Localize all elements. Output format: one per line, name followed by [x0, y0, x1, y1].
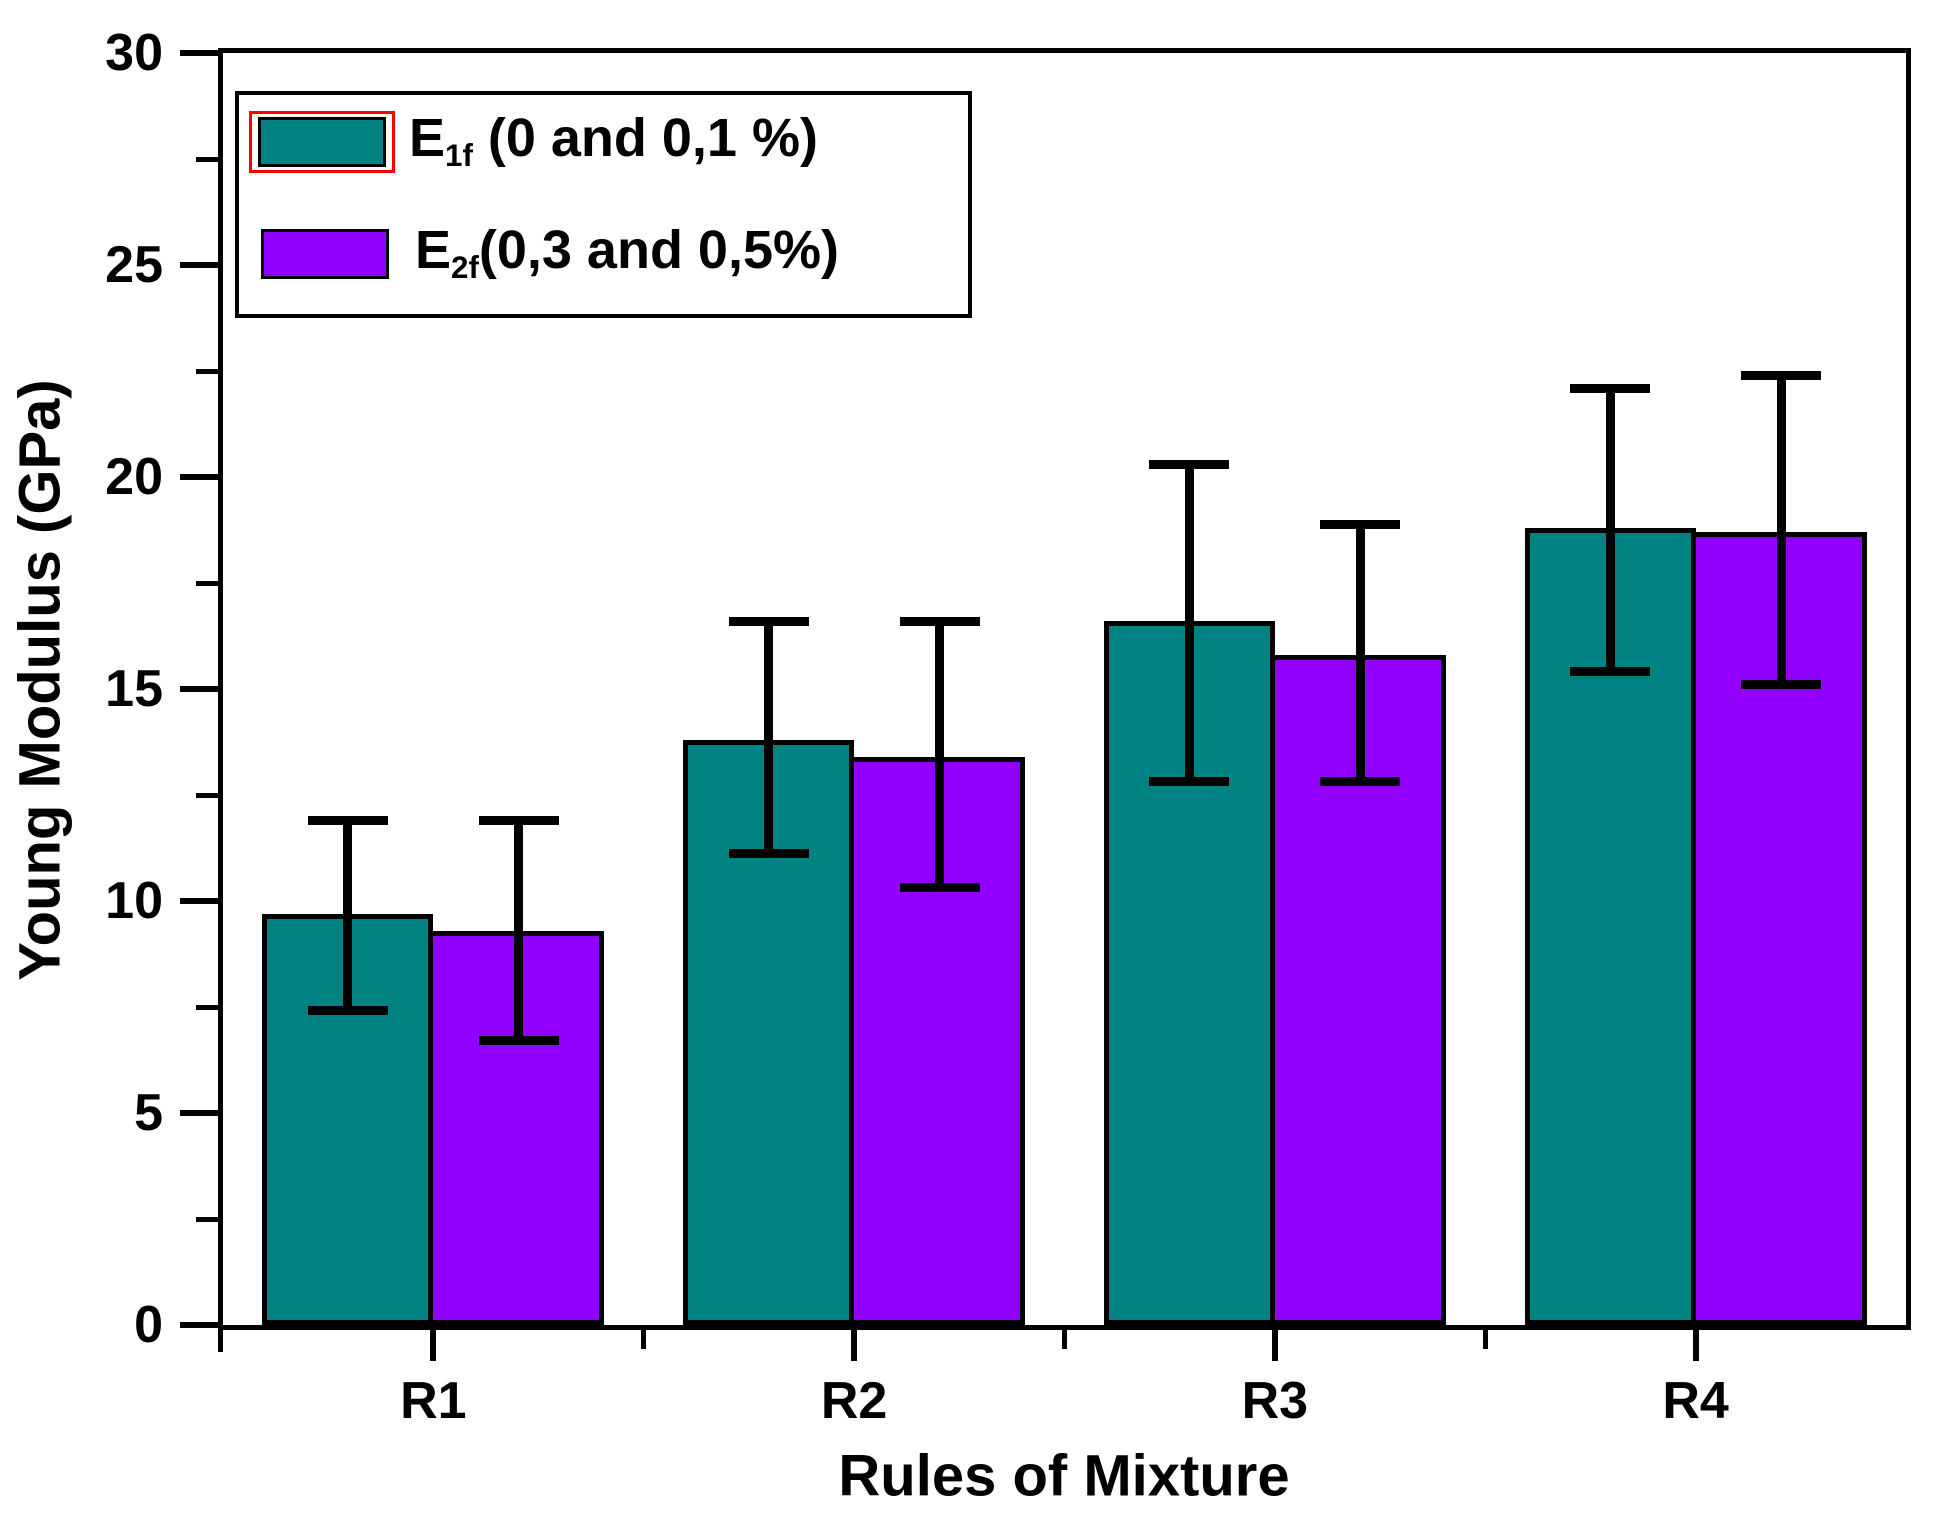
error-bar-e1f-r1-cap-bottom	[307, 1006, 388, 1016]
y-tick-label: 5	[134, 1084, 163, 1142]
y-major-tick	[180, 474, 218, 480]
error-bar-e2f-r1-cap-bottom	[478, 1035, 559, 1045]
error-bar-e2f-r2-cap-top	[899, 617, 980, 627]
y-axis-title: Young Modulus (GPa)	[7, 379, 73, 981]
legend-label-e2f: E2f(0,3 and 0,5%)	[415, 215, 839, 293]
error-bar-e2f-r4-cap-top	[1741, 371, 1822, 381]
y-tick-label: 0	[134, 1296, 163, 1354]
legend-entry-e2f[interactable]: E2f(0,3 and 0,5%)	[249, 215, 839, 293]
y-major-tick	[180, 686, 218, 692]
x-minor-tick	[1062, 1325, 1067, 1349]
x-major-tick	[430, 1325, 437, 1361]
y-minor-tick	[196, 156, 218, 162]
error-bar-e1f-r1-line	[343, 820, 353, 1012]
y-tick-label: 25	[105, 236, 163, 294]
error-bar-e1f-r1-cap-top	[307, 816, 388, 826]
y-tick-label: 20	[105, 448, 163, 506]
y-major-tick	[180, 262, 218, 268]
legend[interactable]: E1f (0 and 0,1 %) E2f(0,3 and 0,5%)	[235, 91, 972, 318]
error-bar-e2f-r4-cap-bottom	[1741, 679, 1822, 689]
y-minor-tick	[196, 1216, 218, 1222]
y-major-tick	[180, 898, 218, 904]
error-bar-e1f-r2-cap-bottom	[728, 849, 809, 859]
y-minor-tick	[196, 368, 218, 374]
error-bar-e1f-r3-cap-bottom	[1149, 777, 1230, 787]
error-bar-e2f-r4-line	[1776, 375, 1786, 685]
error-bar-e2f-r3-line	[1355, 523, 1365, 783]
x-tick-label: R4	[1662, 1372, 1729, 1430]
x-major-tick	[851, 1325, 858, 1361]
legend-label-e1f-subscript: 1f	[445, 138, 473, 174]
legend-label-e1f-text: (0 and 0,1 %)	[472, 108, 818, 168]
x-axis-title: Rules of Mixture	[838, 1443, 1290, 1509]
y-minor-tick	[196, 580, 218, 586]
x-tick-label: R1	[400, 1372, 467, 1430]
x-minor-tick	[641, 1325, 647, 1349]
error-bar-e1f-r4-cap-top	[1570, 383, 1651, 393]
error-bar-e1f-r4-cap-bottom	[1570, 667, 1651, 677]
error-bar-e2f-r1-cap-top	[478, 816, 559, 826]
error-bar-e2f-r3-cap-bottom	[1320, 777, 1401, 787]
x-major-tick	[1692, 1325, 1699, 1361]
legend-label-e1f: E1f (0 and 0,1 %)	[409, 103, 818, 181]
legend-label-e1f-symbol: E	[409, 108, 446, 168]
bar-e2f-r2[interactable]	[849, 756, 1026, 1325]
y-tick-label: 10	[105, 872, 163, 930]
y-major-tick	[180, 50, 218, 56]
x-minor-tick	[1482, 1325, 1488, 1349]
legend-label-e2f-text: (0,3 and 0,5%)	[478, 220, 839, 280]
legend-label-e2f-symbol: E	[415, 220, 452, 280]
error-bar-e1f-r3-cap-top	[1149, 460, 1230, 470]
x-tick-label: R2	[820, 1372, 888, 1430]
error-bar-e2f-r2-cap-bottom	[899, 883, 980, 893]
error-bar-e1f-r2-cap-top	[728, 617, 809, 627]
x-major-tick	[1271, 1325, 1278, 1361]
error-bar-e2f-r2-line	[935, 621, 945, 889]
error-bar-e1f-r3-line	[1184, 464, 1194, 783]
y-minor-tick	[196, 792, 218, 798]
y-major-tick	[180, 1322, 218, 1328]
error-bar-e2f-r3-cap-top	[1320, 519, 1401, 529]
y-tick-label: 30	[105, 24, 163, 82]
error-bar-e1f-r4-line	[1605, 387, 1615, 673]
x-axis-corner-stub	[218, 1325, 223, 1352]
legend-label-e2f-subscript: 2f	[451, 250, 479, 286]
error-bar-e2f-r1-line	[514, 820, 524, 1041]
x-tick-label: R3	[1241, 1372, 1309, 1430]
legend-selection-rect	[249, 111, 395, 173]
legend-swatch-e1f[interactable]	[258, 117, 386, 167]
legend-entry-e1f[interactable]: E1f (0 and 0,1 %)	[249, 103, 818, 181]
y-minor-tick	[196, 1004, 218, 1010]
y-tick-label: 15	[105, 660, 163, 718]
legend-swatch-e2f[interactable]	[261, 229, 389, 279]
y-major-tick	[180, 1110, 218, 1116]
plot-area: E1f (0 and 0,1 %) E2f(0,3 and 0,5%) 0 5 10…	[105, 24, 1911, 1430]
error-bar-e1f-r2-line	[764, 621, 774, 855]
